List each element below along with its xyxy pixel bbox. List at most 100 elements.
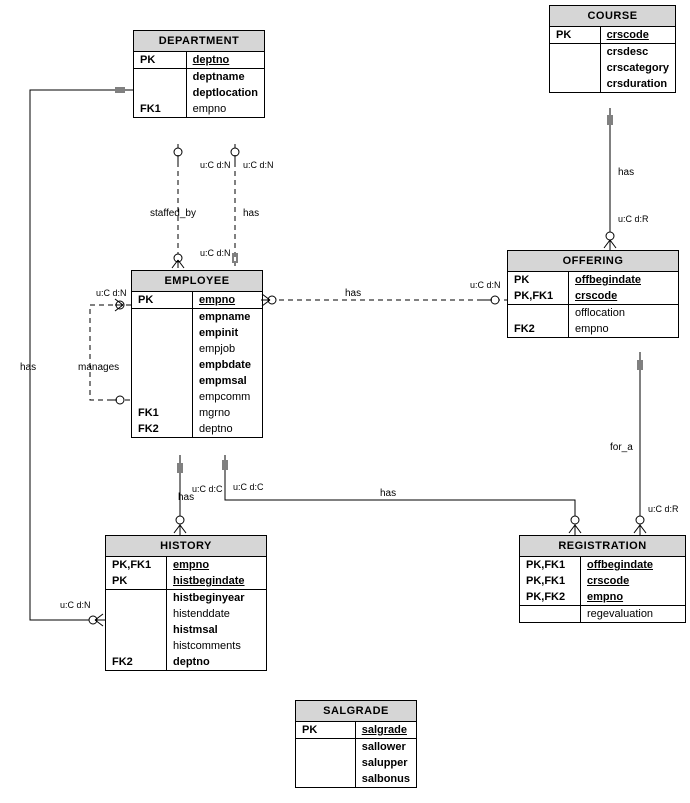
attr-cell: histbeginyear [167,590,267,607]
attr-cell: deptlocation [186,85,264,101]
key-cell [550,76,600,92]
attr-cell: salupper [355,755,416,771]
attr-cell: empinit [193,325,263,341]
key-cell: PK,FK1 [508,288,569,305]
attr-cell: deptno [167,654,267,670]
svg-text:has: has [618,167,634,178]
key-cell [132,325,193,341]
attr-cell: empno [581,589,686,606]
svg-text:has: has [345,288,361,299]
attr-cell: empcomm [193,389,263,405]
key-cell: PK [296,722,355,739]
attr-cell: histcomments [167,638,267,654]
key-cell: PK,FK1 [520,557,581,573]
attr-cell: deptname [186,69,264,86]
entity-registration: REGISTRATIONPK,FK1offbegindatePK,FK1crsc… [519,535,686,623]
key-cell: PK,FK1 [520,573,581,589]
entity-title: DEPARTMENT [134,31,264,52]
rel-label: staffed_by [150,208,196,219]
attr-cell: crscode [569,288,679,305]
rel-offering-for-a-reg: for_a u:C d:R [610,352,679,535]
rel-emp-has-registration: has u:C d:C [223,455,581,535]
attr-cell: deptno [193,421,263,437]
attr-cell: empname [193,309,263,326]
attr-cell: salbonus [355,771,416,787]
rel-emp-has-history: has u:C d:C [174,455,223,535]
svg-text:has: has [243,208,259,219]
attr-cell: salgrade [355,722,416,739]
svg-text:u:C d:N: u:C d:N [60,600,91,610]
key-cell [106,638,167,654]
key-cell [132,309,193,326]
attr-cell: empno [186,101,264,117]
key-cell [520,606,581,623]
attr-cell: sallower [355,739,416,756]
key-cell: PK,FK2 [520,589,581,606]
svg-text:has: has [380,488,396,499]
key-cell [106,590,167,607]
key-cell: FK2 [132,421,193,437]
key-cell [132,389,193,405]
svg-text:manages: manages [78,362,119,373]
attr-cell: crscode [600,27,675,44]
key-cell: PK [106,573,167,590]
attr-cell: mgrno [193,405,263,421]
entity-course: COURSEPKcrscodecrsdesccrscategorycrsdura… [549,5,676,93]
attr-cell: empmsal [193,373,263,389]
attr-cell: offbegindate [581,557,686,573]
attr-cell: empno [569,321,679,337]
attr-cell: empjob [193,341,263,357]
key-cell [296,739,355,756]
svg-text:u:C d:C: u:C d:C [192,484,223,494]
key-cell: PK [550,27,600,44]
attr-cell: offlocation [569,305,679,322]
rel-course-has-offering: has u:C d:R [604,108,649,250]
attr-cell: histmsal [167,622,267,638]
entity-title: HISTORY [106,536,266,557]
er-connectors: staffed_by u:C d:N u:C d:N has u:C d:N m… [0,0,690,803]
entity-title: REGISTRATION [520,536,685,557]
attr-cell: crscategory [600,60,675,76]
entity-offering: OFFERINGPKoffbegindatePK,FK1crscodeofflo… [507,250,679,338]
key-cell: PK [132,292,193,309]
key-cell [134,69,186,86]
key-cell [132,357,193,373]
entity-history: HISTORYPK,FK1empnoPKhistbegindatehistbeg… [105,535,267,671]
key-cell: FK1 [132,405,193,421]
svg-text:u:C d:R: u:C d:R [648,504,679,514]
svg-text:u:C d:N: u:C d:N [96,288,127,298]
attr-cell: crscode [581,573,686,589]
attr-cell: empno [193,292,263,309]
key-cell [106,622,167,638]
key-cell [106,606,167,622]
attr-cell: crsduration [600,76,675,92]
svg-text:has: has [178,492,194,503]
attr-cell: histbegindate [167,573,267,590]
key-cell: FK1 [134,101,186,117]
key-cell: PK,FK1 [106,557,167,573]
key-cell [296,771,355,787]
rel-staffed-by: staffed_by u:C d:N u:C d:N [150,144,231,270]
key-cell [296,755,355,771]
svg-text:u:C d:C: u:C d:C [233,482,264,492]
entity-title: SALGRADE [296,701,416,722]
svg-text:for_a: for_a [610,442,633,453]
key-cell [134,85,186,101]
svg-text:u:C d:N: u:C d:N [200,248,231,258]
key-cell: PK [508,272,569,288]
attr-cell: deptno [186,52,264,69]
key-cell [550,60,600,76]
rel-manages: manages u:C d:N [78,288,131,404]
entity-title: EMPLOYEE [132,271,262,292]
rel-dept-has-emp: has u:C d:N [231,144,274,270]
attr-cell: crsdesc [600,44,675,61]
attr-cell: empno [167,557,267,573]
attr-cell: histenddate [167,606,267,622]
key-cell: FK2 [106,654,167,670]
svg-text:u:C d:N: u:C d:N [200,160,231,170]
attr-cell: regevaluation [581,606,686,623]
key-cell [550,44,600,61]
key-cell [132,373,193,389]
svg-text:has: has [20,362,36,373]
svg-text:u:C d:R: u:C d:R [618,214,649,224]
